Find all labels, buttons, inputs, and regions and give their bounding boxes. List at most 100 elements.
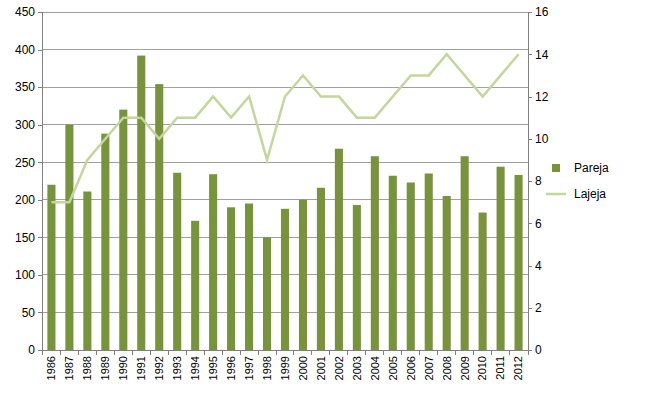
tick-label: 6 [535,217,542,231]
bar [101,134,109,350]
bar [155,84,163,350]
bar [65,125,73,350]
tick: 8 [528,174,542,188]
tick-mark [38,237,42,238]
tick-mark [204,350,205,355]
tick-mark [509,350,510,355]
tick-label: 1997 [243,356,255,380]
tick-label: 100 [15,268,35,282]
tick-label: 0 [535,343,542,357]
tick-mark [528,223,532,224]
bar [425,173,433,350]
tick-label: 1996 [225,356,237,380]
grid-line [42,49,528,50]
tick: 2009 [456,350,471,380]
legend-label: Pareja [574,161,609,175]
tick-label: 2005 [387,356,399,380]
chart: 0501001502002503003504004500246810121416… [0,0,655,408]
legend-label: Lajeja [574,187,606,201]
tick-mark [528,12,532,13]
tick-label: 1998 [261,356,273,380]
tick: 100 [15,268,42,282]
tick: 1997 [240,350,255,380]
bar [299,200,307,350]
tick-label: 1987 [63,356,75,380]
plot-area: 0501001502002503003504004500246810121416… [15,5,549,380]
bar [209,174,217,350]
tick-label: 350 [15,80,35,94]
legend-swatch [546,193,566,196]
tick-label: 1993 [171,356,183,380]
line [51,54,518,202]
x-axis: 1986198719881989199019911992199319941995… [42,350,528,380]
tick: 2004 [366,350,381,380]
tick-mark [528,54,532,55]
tick-mark [60,350,61,355]
tick: 6 [528,217,542,231]
axis-line [529,13,533,351]
tick-mark [240,350,241,355]
tick-label: 12 [535,90,549,104]
tick: 350 [15,80,42,94]
tick-label: 2008 [441,356,453,380]
bar [137,56,145,350]
tick-mark [96,350,97,355]
tick-mark [38,50,42,51]
tick: 2 [528,301,542,315]
tick-mark [455,350,456,355]
tick: 1990 [114,350,129,380]
bar [479,213,487,350]
bar [227,207,235,350]
tick-mark [528,308,532,309]
tick: 2002 [330,350,345,380]
tick-mark [347,350,348,355]
bar [191,221,199,350]
tick-mark [186,350,187,355]
grid-line [42,87,528,88]
tick-mark [401,350,402,355]
bar [407,183,415,350]
tick-label: 1988 [81,356,93,380]
tick-mark [293,350,294,355]
tick-label: 200 [15,193,35,207]
tick-label: 450 [15,5,35,19]
tick-mark [132,350,133,355]
legend-swatch [552,164,560,172]
tick-mark [222,350,223,355]
grid-line [42,124,528,125]
tick-label: 250 [15,156,35,170]
tick-label: 50 [22,306,36,320]
grid-line [42,162,528,163]
tick-mark [38,125,42,126]
legend-item: Pareja [552,161,609,175]
bar [173,173,181,350]
tick-label: 150 [15,231,35,245]
tick: 2007 [420,350,435,380]
tick: 2005 [384,350,399,380]
y-axis: 050100150200250300350400450 [15,5,43,357]
tick: 4 [528,259,542,273]
tick: 1998 [258,350,273,380]
bar [47,185,55,350]
tick: 2010 [474,350,489,380]
tick-label: 16 [535,5,549,19]
tick: 1996 [222,350,237,380]
tick-mark [38,312,42,313]
tick: 400 [15,43,42,57]
tick: 1987 [60,350,75,380]
tick-label: 2011 [494,356,506,380]
tick-label: 1986 [45,356,57,380]
bar [461,156,469,350]
tick: 200 [15,193,42,207]
tick: 16 [528,5,549,19]
tick-mark [473,350,474,355]
tick: 1988 [78,350,93,380]
tick-label: 14 [535,48,549,62]
tick: 12 [528,90,549,104]
tick: 1991 [132,350,147,380]
tick: 2011 [492,350,507,380]
tick-label: 1991 [135,356,147,380]
tick-label: 2007 [423,356,435,380]
tick: 0 [28,343,42,357]
tick-mark [78,350,79,355]
